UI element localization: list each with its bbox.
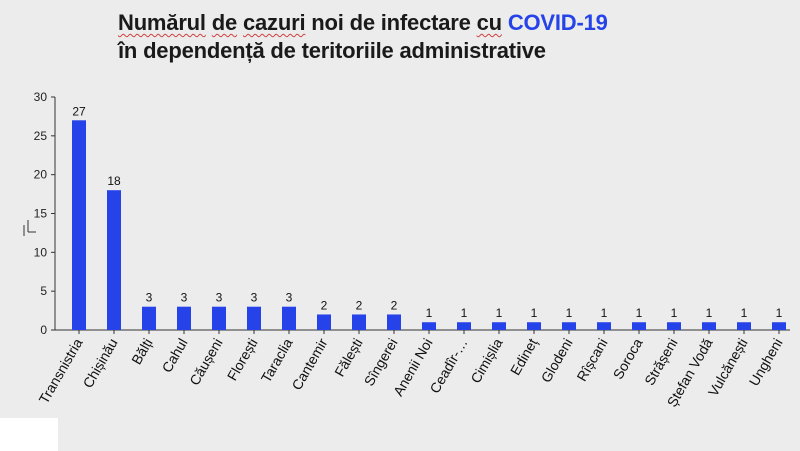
data-label: 3 (286, 291, 293, 305)
category-label: Edineț (507, 335, 541, 377)
title-word-numarul: Numărul (118, 10, 206, 35)
bar (352, 314, 366, 330)
data-label: 1 (461, 306, 468, 320)
data-label: 1 (496, 306, 503, 320)
category-label: Ungheni (746, 336, 786, 389)
category-label: Glodeni (538, 336, 576, 386)
category-label: Taraclia (258, 335, 296, 385)
bar (562, 322, 576, 330)
bar (317, 314, 331, 330)
category-label: Cimișlia (467, 335, 505, 386)
category-label: Transnistria (35, 335, 85, 406)
data-label: 1 (741, 306, 748, 320)
data-label: 1 (776, 306, 783, 320)
bar (632, 322, 646, 330)
data-label: 27 (72, 104, 86, 118)
bar (212, 306, 226, 330)
bar (387, 314, 401, 330)
title-words-noi-de-infectare: noi de infectare (311, 10, 471, 35)
data-label: 3 (251, 291, 258, 305)
data-label: 1 (706, 306, 713, 320)
bar-series (72, 120, 786, 330)
bar (772, 322, 786, 330)
bar (597, 322, 611, 330)
category-label: Fălești (331, 336, 365, 380)
bar (737, 322, 751, 330)
category-label: Căușeni (186, 336, 226, 388)
bar (422, 322, 436, 330)
title-word-cazuri: cazuri (242, 10, 306, 35)
title-word-de: de (211, 10, 238, 35)
chart-title-line-2: în dependență de teritoriile administrat… (118, 38, 546, 63)
y-tick-label: 15 (34, 207, 48, 221)
data-label: 1 (601, 306, 608, 320)
data-label: 1 (636, 306, 643, 320)
corner-patch (0, 418, 58, 451)
bar (667, 322, 681, 330)
category-label: Rîșcani (573, 336, 610, 384)
bar (457, 322, 471, 330)
title-covid-label: COVID-19 (507, 10, 608, 35)
category-label: Florești (224, 336, 261, 384)
data-label: 3 (181, 291, 188, 305)
data-label: 1 (566, 306, 573, 320)
y-tick-label: 0 (40, 323, 47, 337)
title-word-cu: cu (476, 10, 502, 35)
data-label: 3 (146, 291, 153, 305)
bar (142, 306, 156, 330)
y-tick-label: 30 (34, 90, 48, 104)
data-label: 2 (321, 298, 328, 312)
bar (492, 322, 506, 330)
y-tick-label: 10 (34, 245, 48, 259)
category-label: Cahul (158, 336, 190, 376)
category-label: Strășeni (641, 336, 681, 388)
chart-title-line-1: Numărul de cazuri noi de infectare cu CO… (118, 10, 608, 36)
bar (702, 322, 716, 330)
bar (107, 190, 121, 330)
data-label: 2 (356, 298, 363, 312)
bar (72, 120, 86, 330)
category-label: Soroca (610, 335, 646, 382)
y-tick-label: 25 (34, 129, 48, 143)
data-label: 1 (426, 306, 433, 320)
bar (177, 306, 191, 330)
bar (282, 306, 296, 330)
bar (247, 306, 261, 330)
data-label: 3 (216, 291, 223, 305)
y-tick-label: 5 (40, 284, 47, 298)
chart-axes: 0 5 10 15 20 25 30 (23, 90, 790, 337)
data-label: 1 (531, 306, 538, 320)
category-label: Chișinău (79, 336, 120, 391)
data-labels: 27 18 3 3 3 3 3 2 2 2 1 1 1 1 1 1 1 1 1 1 1 (72, 104, 782, 320)
data-label: 2 (391, 298, 398, 312)
data-label: 1 (671, 306, 678, 320)
category-label: Bălți (128, 336, 155, 368)
y-tick-label: 20 (34, 168, 48, 182)
data-label: 18 (107, 174, 121, 188)
bar (527, 322, 541, 330)
